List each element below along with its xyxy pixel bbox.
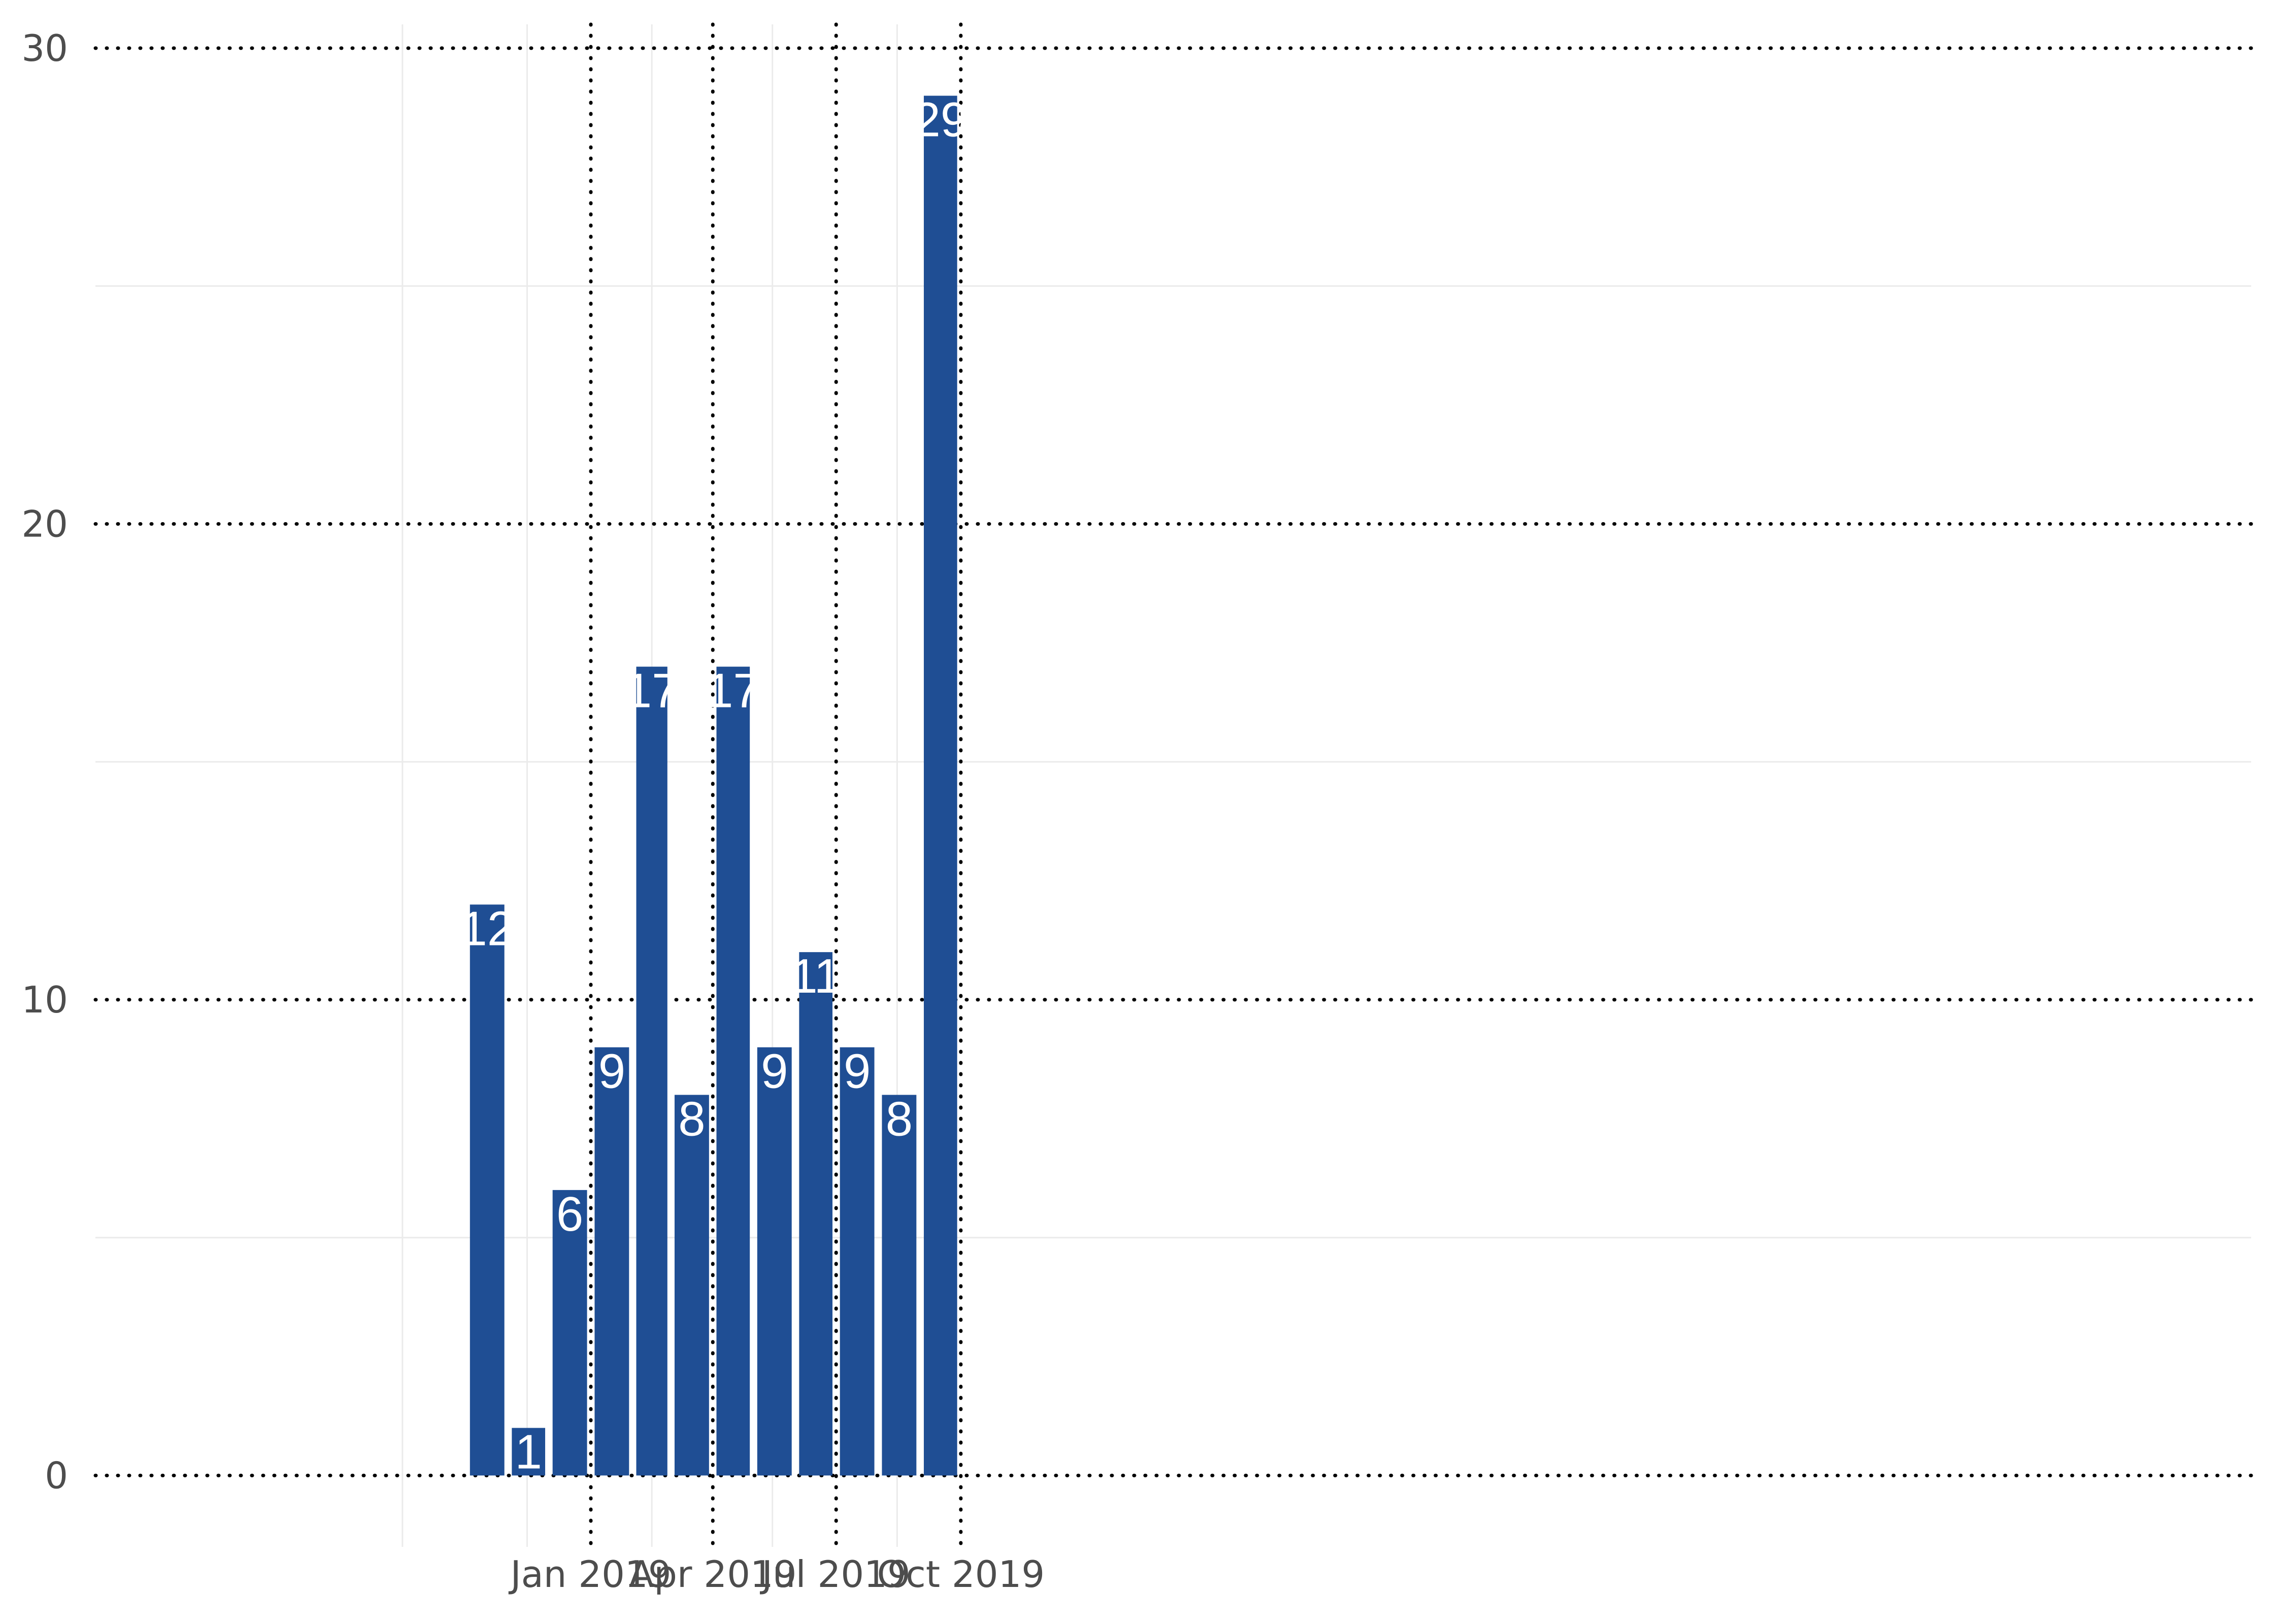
y-tick-label: 10 bbox=[21, 978, 68, 1021]
bar-2019-04 bbox=[716, 666, 750, 1476]
bar-label-2018-10: 12 bbox=[460, 901, 514, 956]
bar-2019-01 bbox=[594, 1047, 629, 1476]
major-gridlines bbox=[93, 22, 2253, 1549]
bar-2018-11 bbox=[512, 1428, 546, 1476]
bar-label-2018-11: 1 bbox=[515, 1425, 542, 1479]
bar-label-2019-07: 9 bbox=[844, 1044, 871, 1099]
bar-label-2019-03: 8 bbox=[678, 1092, 705, 1146]
bar-label-2018-12: 6 bbox=[556, 1187, 583, 1241]
bar-2018-10 bbox=[470, 904, 505, 1476]
y-tick-label: 30 bbox=[21, 27, 68, 70]
x-tick-label: Jul 2019 bbox=[760, 1553, 911, 1596]
x-tick-label: Apr 2019 bbox=[629, 1553, 797, 1596]
bar-2019-06 bbox=[799, 952, 833, 1476]
bar-label-2019-06: 11 bbox=[790, 949, 841, 1003]
bars bbox=[470, 95, 957, 1476]
bar-2019-03 bbox=[674, 1095, 709, 1476]
bar-2019-09 bbox=[924, 95, 957, 1476]
bar-label-2019-05: 9 bbox=[761, 1044, 788, 1099]
bar-2019-08 bbox=[882, 1095, 917, 1476]
bar-label-2019-09: 29 bbox=[913, 93, 967, 147]
bar-label-2019-02: 17 bbox=[625, 664, 679, 718]
y-tick-label: 20 bbox=[21, 502, 68, 545]
bar-2018-12 bbox=[552, 1190, 587, 1476]
bar-label-2019-01: 9 bbox=[598, 1044, 625, 1099]
y-axis-ticks: 0 10 20 30 bbox=[21, 27, 68, 1497]
bar-label-2019-08: 8 bbox=[886, 1092, 913, 1146]
bar-2019-02 bbox=[636, 666, 667, 1476]
x-tick-label: Jan 2019 bbox=[508, 1553, 671, 1596]
bar-2019-05 bbox=[757, 1047, 792, 1476]
y-tick-label: 0 bbox=[45, 1454, 68, 1497]
bar-2019-07 bbox=[840, 1047, 875, 1476]
bar-label-2019-04: 17 bbox=[706, 664, 760, 718]
x-tick-label: Oct 2019 bbox=[877, 1553, 1045, 1596]
